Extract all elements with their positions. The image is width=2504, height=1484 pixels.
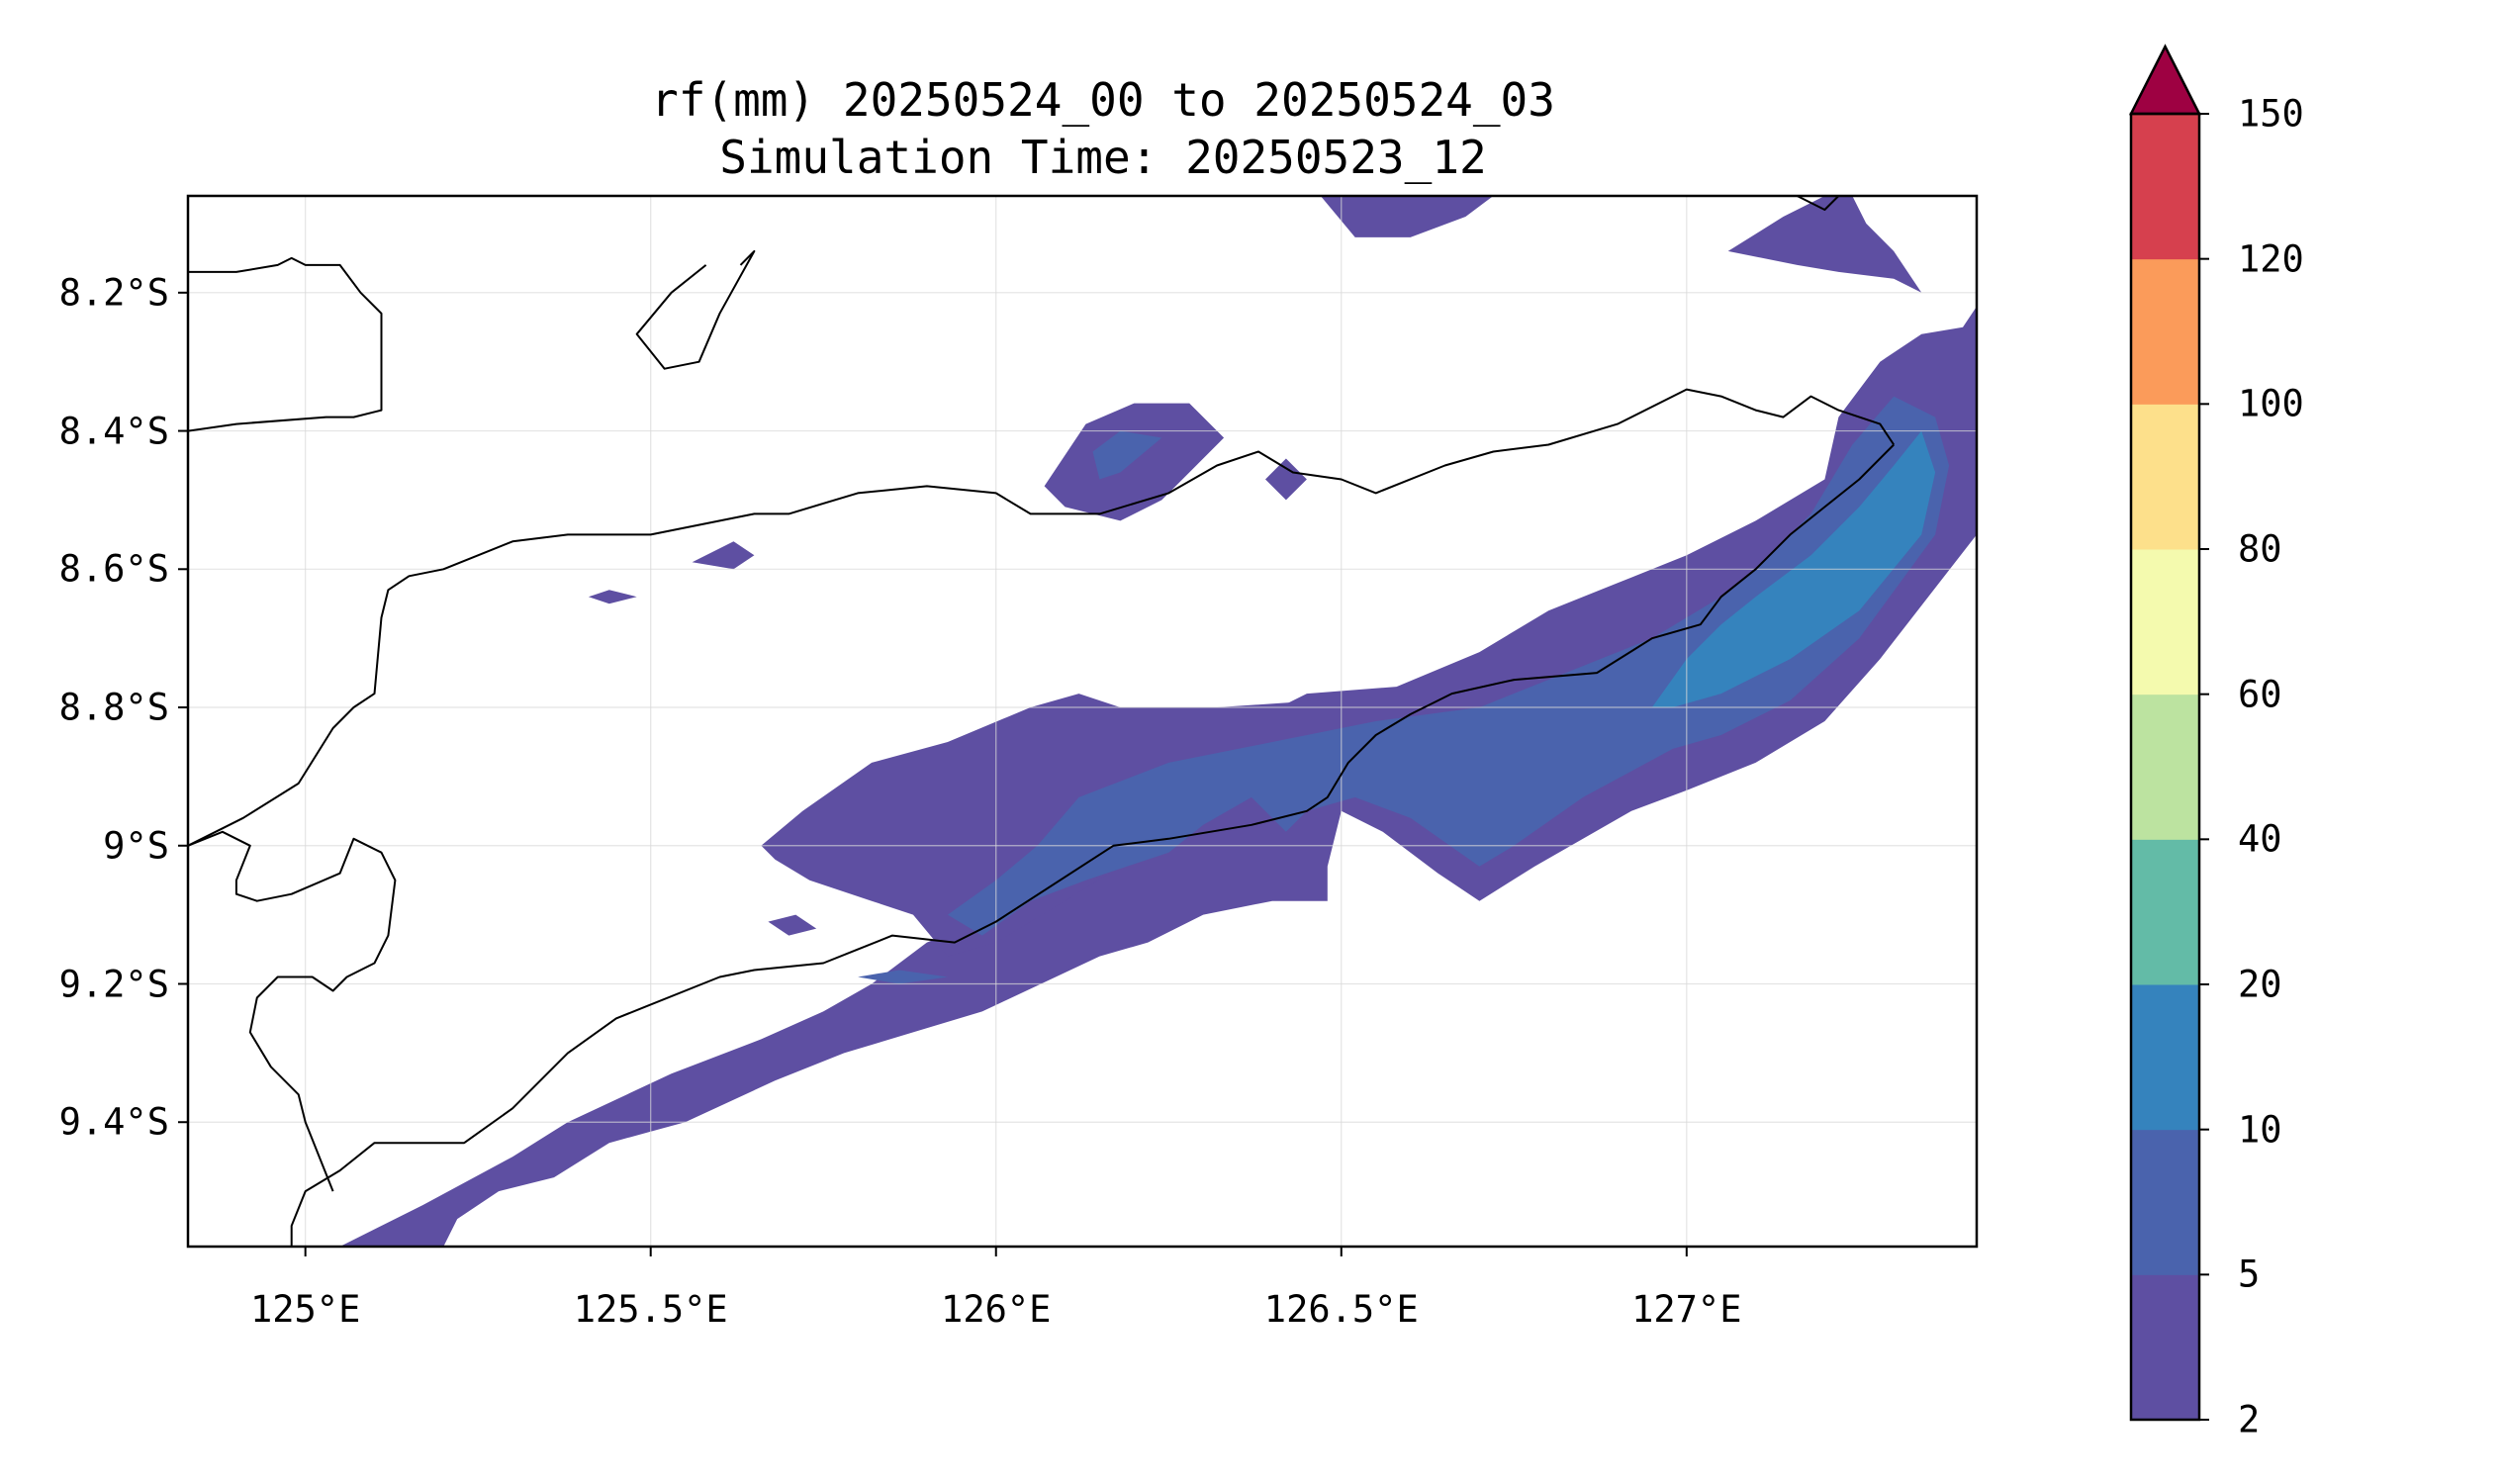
lon-tick-label: 126.5°E bbox=[1263, 1288, 1419, 1331]
lat-tick-label: 8.4°S bbox=[58, 410, 169, 453]
coastlines bbox=[188, 196, 1896, 1247]
rainfall-contours bbox=[339, 196, 1977, 1247]
rain-region-2mm-7 bbox=[1320, 196, 1494, 237]
lat-tick-label: 9.2°S bbox=[58, 963, 169, 1005]
colorbar-bin-2 bbox=[2131, 1274, 2199, 1421]
coastline-2 bbox=[188, 388, 1896, 847]
rain-region-5mm-11 bbox=[1092, 430, 1162, 480]
colorbar-level-label: 100 bbox=[2238, 382, 2304, 425]
rain-region-2mm-6 bbox=[768, 914, 817, 936]
colorbar-bin-20 bbox=[2131, 839, 2199, 985]
colorbar-level-label: 80 bbox=[2238, 527, 2282, 571]
colorbar-bin-120 bbox=[2131, 114, 2199, 260]
coastline-5 bbox=[1797, 196, 1840, 211]
coastline-0 bbox=[188, 256, 383, 432]
y-ticks bbox=[178, 291, 188, 1124]
x-ticks bbox=[304, 1247, 1688, 1256]
coastline-1 bbox=[635, 249, 756, 370]
lon-tick-label: 125°E bbox=[249, 1288, 361, 1331]
lat-tick-label: 8.2°S bbox=[58, 271, 169, 315]
map-frame bbox=[186, 194, 1979, 1249]
colorbar-bin-80 bbox=[2131, 404, 2199, 550]
colorbar-level-label: 120 bbox=[2238, 237, 2304, 281]
rain-region-2mm-0 bbox=[339, 306, 1977, 1247]
rain-region-2mm-8 bbox=[1727, 196, 1922, 293]
colorbar-level-label: 10 bbox=[2238, 1108, 2282, 1152]
colorbar-bin-40 bbox=[2131, 694, 2199, 840]
colorbar-frame bbox=[2129, 112, 2201, 1422]
colorbar-level-label: 150 bbox=[2238, 92, 2304, 136]
lon-tick-label: 127°E bbox=[1631, 1288, 1742, 1331]
colorbar-bin-100 bbox=[2131, 258, 2199, 405]
lon-tick-label: 126°E bbox=[941, 1288, 1052, 1331]
rain-region-2mm-5 bbox=[588, 590, 637, 604]
rain-region-5mm-9 bbox=[947, 396, 1950, 936]
colorbar-level-label: 60 bbox=[2238, 673, 2282, 716]
colorbar bbox=[2128, 44, 2209, 1422]
colorbar-bin-60 bbox=[2131, 549, 2199, 696]
lat-tick-label: 8.8°S bbox=[58, 686, 169, 729]
rain-region-2mm-3 bbox=[1265, 458, 1307, 501]
gridlines bbox=[188, 196, 1977, 1247]
rain-region-2mm-2 bbox=[1044, 403, 1225, 521]
colorbar-level-label: 40 bbox=[2238, 817, 2282, 861]
lat-tick-label: 9.4°S bbox=[58, 1100, 169, 1144]
colorbar-level-label: 20 bbox=[2238, 963, 2282, 1006]
colorbar-level-label: 2 bbox=[2238, 1398, 2261, 1441]
map-subtitle: Simulation Time: 20250523_12 bbox=[719, 131, 1487, 184]
lat-tick-label: 9°S bbox=[103, 824, 169, 868]
lat-tick-label: 8.6°S bbox=[58, 547, 169, 591]
rain-region-2mm-4 bbox=[692, 541, 755, 570]
colorbar-level-label: 5 bbox=[2238, 1252, 2261, 1296]
coastline-3 bbox=[290, 443, 1895, 1247]
colorbar-bin-10 bbox=[2131, 984, 2199, 1131]
map-title: rf(mm) 20250524_00 to 20250524_03 bbox=[651, 73, 1555, 127]
coastline-4 bbox=[188, 830, 397, 1192]
rain-region-5mm-10 bbox=[858, 970, 948, 984]
colorbar-bin-5 bbox=[2131, 1129, 2199, 1275]
lon-tick-label: 125.5°E bbox=[573, 1288, 728, 1331]
colorbar-extend-arrow bbox=[2128, 44, 2202, 116]
